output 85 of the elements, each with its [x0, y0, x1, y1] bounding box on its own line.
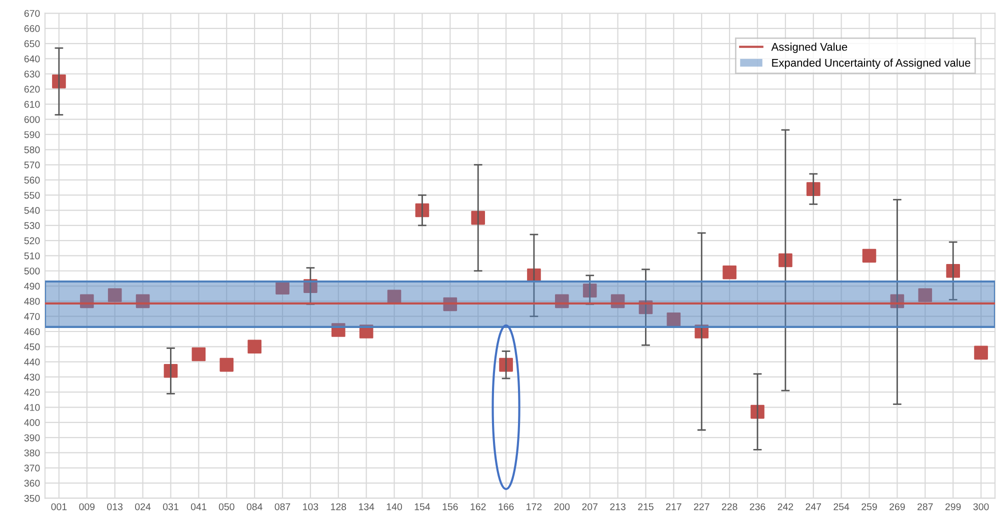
x-tick-label: 134	[358, 503, 374, 510]
y-tick-label: 640	[24, 55, 40, 62]
x-tick-label: 227	[694, 503, 710, 510]
point	[331, 323, 346, 337]
y-tick-label: 390	[24, 434, 40, 442]
y-tick-label: 460	[24, 328, 40, 336]
x-tick-label: 128	[331, 503, 346, 510]
x-tick-label: 031	[163, 503, 178, 510]
point	[387, 290, 402, 304]
x-tick-label: 300	[973, 503, 989, 510]
point	[220, 358, 234, 372]
x-tick-label: 103	[303, 503, 318, 510]
y-tick-label: 370	[24, 464, 40, 472]
x-tick-label: 236	[750, 503, 766, 510]
y-tick-label: 620	[24, 86, 40, 93]
x-tick-label: 166	[498, 503, 514, 510]
y-tick-label: 500	[24, 268, 40, 274]
legend-label: Expanded Uncertainty of Assigned value	[772, 58, 970, 69]
y-tick-label: 450	[24, 343, 40, 350]
y-tick-label: 600	[24, 116, 40, 123]
y-tick-label: 490	[24, 282, 40, 290]
y-tick-label: 410	[24, 404, 40, 411]
y-tick-label: 360	[24, 480, 40, 487]
point	[666, 312, 681, 326]
y-tick-label: 510	[24, 252, 40, 260]
x-tick-label: 217	[666, 503, 682, 510]
x-tick-label: 156	[442, 503, 458, 510]
point	[918, 288, 932, 302]
x-tick-label: 013	[107, 503, 123, 510]
x-tick-label: 001	[51, 503, 67, 510]
x-tick-label: 242	[778, 503, 794, 510]
y-tick-label: 550	[24, 192, 40, 199]
x-tick-label: 087	[274, 503, 290, 510]
y-tick-label: 400	[24, 419, 40, 426]
y-tick-label: 480	[24, 298, 40, 305]
point	[499, 358, 513, 372]
y-tick-label: 560	[24, 176, 40, 184]
y-tick-label: 440	[24, 358, 40, 366]
x-tick-label: 215	[638, 503, 654, 510]
y-tick-label: 470	[24, 313, 40, 320]
y-tick-label: 420	[24, 388, 40, 396]
y-tick-label: 590	[24, 131, 40, 138]
y-tick-label: 580	[24, 146, 40, 154]
x-tick-label: 299	[945, 503, 961, 510]
legend-label: Assigned Value	[771, 42, 848, 54]
x-tick-label: 172	[526, 503, 542, 510]
y-tick-label: 520	[24, 237, 40, 244]
y-tick-label: 670	[24, 10, 40, 17]
y-tick-label: 530	[24, 222, 40, 230]
point	[276, 280, 290, 294]
point	[974, 346, 988, 360]
x-tick-label: 084	[246, 503, 262, 510]
y-tick-label: 660	[24, 25, 40, 32]
point	[108, 288, 122, 302]
x-tick-label: 200	[554, 503, 570, 510]
point	[359, 324, 374, 338]
y-tick-label: 570	[24, 162, 40, 168]
point	[192, 347, 206, 362]
point	[722, 265, 736, 280]
y-tick-label: 630	[24, 70, 40, 78]
x-tick-label: 050	[218, 503, 234, 510]
x-tick-label: 269	[890, 503, 905, 510]
y-tick-label: 610	[24, 100, 40, 108]
x-tick-label: 207	[582, 503, 598, 510]
x-tick-label: 024	[135, 503, 151, 510]
x-tick-label: 041	[190, 503, 206, 510]
x-tick-label: 287	[918, 503, 933, 510]
x-tick-label: 228	[722, 503, 738, 510]
point	[52, 74, 66, 88]
x-tick-label: 247	[806, 503, 822, 510]
y-tick-label: 650	[24, 40, 40, 48]
x-tick-label: 162	[470, 503, 486, 510]
x-tick-label: 009	[79, 503, 95, 510]
x-tick-label: 254	[834, 503, 850, 510]
y-tick-label: 350	[24, 494, 40, 502]
x-tick-label: 259	[862, 503, 877, 510]
y-tick-label: 430	[24, 374, 40, 381]
point	[248, 340, 262, 354]
point	[527, 268, 541, 282]
x-tick-label: 140	[386, 503, 402, 510]
y-tick-label: 380	[24, 449, 40, 456]
x-tick-label: 154	[414, 503, 430, 510]
point	[862, 248, 876, 263]
x-tick-label: 213	[610, 503, 626, 510]
y-tick-label: 540	[24, 206, 40, 214]
